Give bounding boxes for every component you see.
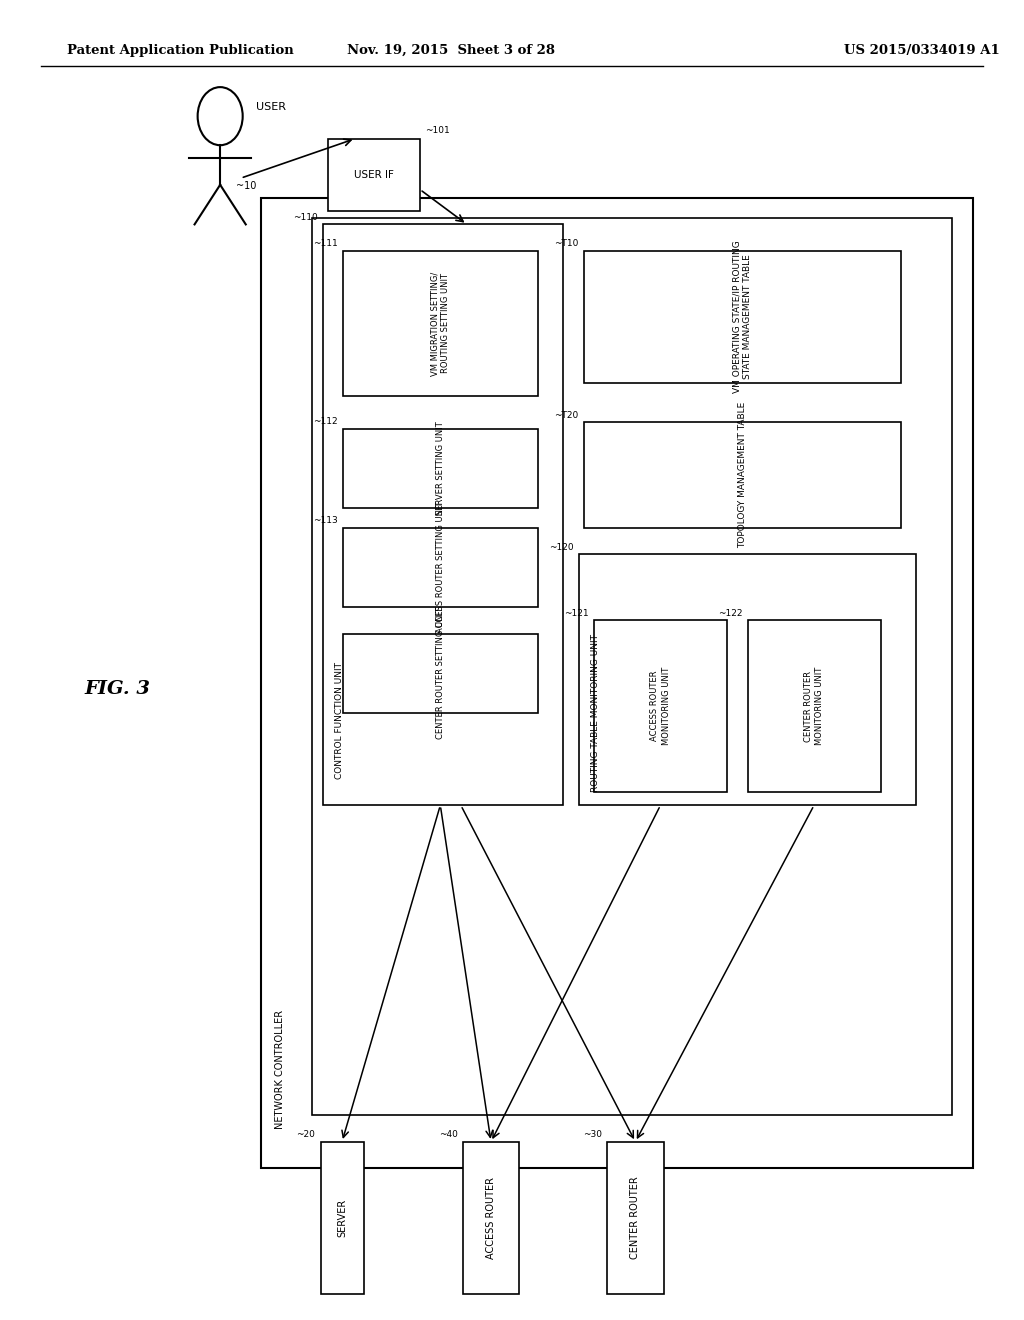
Bar	[607, 1142, 664, 1294]
Text: ~122: ~122	[718, 609, 742, 618]
Bar	[584, 251, 901, 383]
Text: ~113: ~113	[313, 516, 338, 525]
Text: SERVER SETTING UNIT: SERVER SETTING UNIT	[436, 421, 444, 516]
Text: NETWORK CONTROLLER: NETWORK CONTROLLER	[275, 1010, 286, 1129]
Text: ~101: ~101	[425, 125, 450, 135]
Text: ACCESS ROUTER SETTING UNIT: ACCESS ROUTER SETTING UNIT	[436, 502, 444, 634]
Bar	[594, 620, 727, 792]
Bar	[343, 528, 538, 607]
Text: ~112: ~112	[313, 417, 338, 426]
Bar	[343, 251, 538, 396]
Bar	[321, 1142, 364, 1294]
Text: ~30: ~30	[583, 1130, 602, 1139]
Bar	[584, 422, 901, 528]
Text: SERVER: SERVER	[337, 1199, 347, 1237]
Text: ~121: ~121	[564, 609, 589, 618]
Bar	[328, 139, 420, 211]
Bar	[748, 620, 881, 792]
Text: VM MIGRATION SETTING/
ROUTING SETTING UNIT: VM MIGRATION SETTING/ ROUTING SETTING UN…	[430, 272, 451, 375]
Bar	[343, 634, 538, 713]
Text: ~10: ~10	[236, 181, 256, 191]
Text: US 2015/0334019 A1: US 2015/0334019 A1	[844, 44, 999, 57]
Text: ~120: ~120	[549, 543, 573, 552]
Bar	[261, 198, 973, 1168]
Text: ~T10: ~T10	[554, 239, 579, 248]
Text: USER: USER	[256, 102, 286, 112]
Text: Nov. 19, 2015  Sheet 3 of 28: Nov. 19, 2015 Sheet 3 of 28	[346, 44, 555, 57]
Text: ACCESS ROUTER
MONITORING UNIT: ACCESS ROUTER MONITORING UNIT	[650, 667, 671, 746]
Text: ~110: ~110	[293, 213, 317, 222]
Bar	[343, 429, 538, 508]
Bar	[312, 218, 952, 1115]
Bar	[579, 554, 916, 805]
Text: USER IF: USER IF	[354, 170, 393, 180]
Text: ~40: ~40	[439, 1130, 458, 1139]
Text: CENTER ROUTER SETTING UNIT: CENTER ROUTER SETTING UNIT	[436, 607, 444, 739]
Text: ~20: ~20	[297, 1130, 315, 1139]
Text: ~T20: ~T20	[554, 411, 579, 420]
Bar	[463, 1142, 519, 1294]
Text: Patent Application Publication: Patent Application Publication	[67, 44, 293, 57]
Text: CONTROL FUNCTION UNIT: CONTROL FUNCTION UNIT	[335, 661, 344, 779]
Text: TOPOLOGY MANAGEMENT TABLE: TOPOLOGY MANAGEMENT TABLE	[738, 403, 746, 548]
Text: ROUTING TABLE MONITORING UNIT: ROUTING TABLE MONITORING UNIT	[591, 634, 600, 792]
Bar	[323, 224, 563, 805]
Text: FIG. 3: FIG. 3	[85, 680, 151, 698]
Text: VM OPERATING STATE/IP ROUTING
STATE MANAGEMENT TABLE: VM OPERATING STATE/IP ROUTING STATE MANA…	[732, 240, 753, 393]
Text: ~111: ~111	[313, 239, 338, 248]
Text: ACCESS ROUTER: ACCESS ROUTER	[486, 1176, 496, 1259]
Text: CENTER ROUTER
MONITORING UNIT: CENTER ROUTER MONITORING UNIT	[804, 667, 824, 746]
Text: CENTER ROUTER: CENTER ROUTER	[631, 1176, 640, 1259]
